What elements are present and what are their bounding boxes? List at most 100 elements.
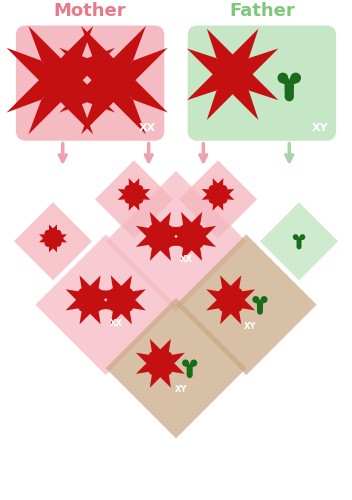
- Polygon shape: [181, 226, 216, 261]
- Circle shape: [188, 366, 191, 368]
- Circle shape: [95, 62, 110, 77]
- Circle shape: [125, 196, 132, 203]
- Polygon shape: [36, 234, 176, 375]
- Circle shape: [233, 302, 243, 312]
- Text: Father: Father: [229, 2, 295, 20]
- Polygon shape: [136, 352, 171, 388]
- Circle shape: [180, 224, 190, 234]
- Polygon shape: [253, 297, 261, 304]
- Polygon shape: [129, 189, 150, 210]
- Polygon shape: [111, 276, 146, 310]
- Polygon shape: [183, 360, 191, 368]
- Polygon shape: [29, 26, 115, 113]
- Polygon shape: [187, 48, 258, 120]
- Polygon shape: [279, 74, 291, 86]
- Polygon shape: [29, 48, 115, 134]
- Polygon shape: [59, 26, 146, 113]
- Polygon shape: [213, 189, 234, 210]
- FancyBboxPatch shape: [16, 26, 164, 140]
- Circle shape: [293, 234, 298, 240]
- Polygon shape: [118, 189, 139, 210]
- Polygon shape: [7, 26, 93, 113]
- Circle shape: [117, 62, 132, 77]
- Polygon shape: [167, 226, 202, 261]
- Circle shape: [149, 352, 158, 362]
- Circle shape: [136, 185, 143, 193]
- Polygon shape: [288, 74, 300, 86]
- Polygon shape: [136, 339, 171, 374]
- Circle shape: [92, 302, 102, 312]
- Circle shape: [209, 185, 216, 193]
- Circle shape: [228, 298, 233, 302]
- Circle shape: [109, 288, 119, 298]
- Polygon shape: [202, 189, 223, 210]
- Circle shape: [117, 84, 132, 99]
- Polygon shape: [39, 224, 57, 242]
- Circle shape: [259, 302, 261, 305]
- Circle shape: [78, 288, 88, 298]
- Polygon shape: [296, 240, 302, 247]
- Polygon shape: [65, 290, 101, 324]
- Polygon shape: [220, 290, 255, 324]
- Circle shape: [290, 72, 301, 83]
- Circle shape: [180, 238, 190, 248]
- Polygon shape: [150, 212, 185, 247]
- Polygon shape: [49, 224, 67, 242]
- Polygon shape: [207, 48, 278, 120]
- Polygon shape: [7, 48, 93, 134]
- Circle shape: [261, 296, 268, 303]
- Polygon shape: [187, 28, 258, 100]
- Polygon shape: [80, 276, 115, 310]
- Polygon shape: [176, 234, 316, 375]
- Circle shape: [92, 288, 102, 298]
- Text: XY: XY: [312, 123, 328, 133]
- Polygon shape: [181, 212, 216, 247]
- Circle shape: [220, 185, 227, 193]
- Circle shape: [298, 240, 300, 242]
- Circle shape: [182, 360, 189, 366]
- Circle shape: [42, 84, 58, 99]
- Polygon shape: [179, 160, 257, 238]
- Circle shape: [220, 196, 227, 203]
- Polygon shape: [220, 276, 255, 310]
- Circle shape: [149, 238, 158, 248]
- Circle shape: [235, 77, 250, 92]
- Circle shape: [216, 77, 230, 92]
- Circle shape: [158, 361, 162, 366]
- Polygon shape: [260, 202, 338, 280]
- Polygon shape: [49, 234, 67, 252]
- Circle shape: [187, 372, 193, 378]
- Polygon shape: [187, 367, 193, 375]
- Circle shape: [51, 237, 55, 240]
- Polygon shape: [59, 48, 146, 134]
- Text: XY: XY: [244, 322, 257, 330]
- Circle shape: [88, 298, 92, 302]
- Circle shape: [233, 288, 243, 298]
- FancyBboxPatch shape: [188, 26, 336, 140]
- Polygon shape: [206, 276, 241, 310]
- Circle shape: [297, 244, 301, 250]
- Polygon shape: [81, 26, 168, 113]
- Polygon shape: [106, 298, 246, 438]
- Circle shape: [219, 302, 229, 312]
- Polygon shape: [257, 304, 263, 312]
- Text: XX: XX: [180, 256, 193, 264]
- Circle shape: [44, 230, 51, 237]
- Polygon shape: [80, 290, 115, 324]
- Polygon shape: [213, 178, 234, 200]
- Polygon shape: [136, 226, 171, 261]
- Polygon shape: [129, 178, 150, 200]
- Circle shape: [285, 92, 294, 102]
- Polygon shape: [39, 234, 57, 252]
- Polygon shape: [14, 202, 92, 280]
- Circle shape: [64, 62, 80, 77]
- Circle shape: [57, 77, 64, 84]
- Polygon shape: [111, 290, 146, 324]
- Circle shape: [194, 238, 203, 248]
- Polygon shape: [97, 290, 132, 324]
- Circle shape: [78, 302, 88, 312]
- Circle shape: [64, 84, 80, 99]
- Polygon shape: [65, 276, 101, 310]
- Polygon shape: [150, 352, 185, 388]
- Text: XY: XY: [175, 385, 187, 394]
